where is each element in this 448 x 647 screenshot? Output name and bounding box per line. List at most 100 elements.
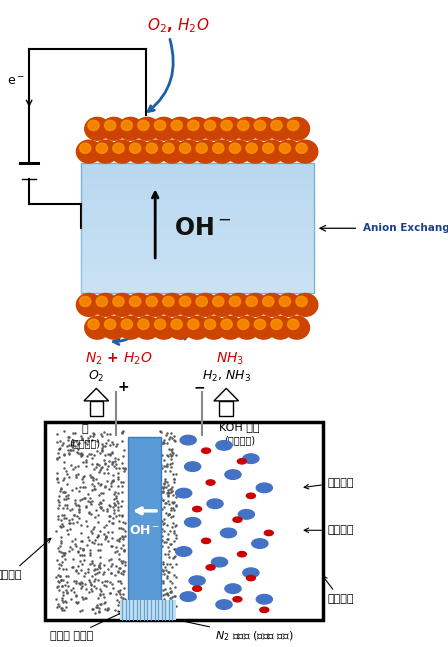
- Point: [157, 534, 164, 545]
- Point: [106, 588, 113, 598]
- Point: [167, 432, 174, 443]
- Point: [118, 501, 125, 512]
- Text: OH$^-$: OH$^-$: [129, 524, 160, 537]
- Point: [75, 505, 82, 515]
- Circle shape: [138, 120, 149, 131]
- Text: −: −: [194, 380, 205, 394]
- Circle shape: [237, 120, 249, 131]
- Point: [75, 500, 82, 510]
- Point: [59, 580, 66, 591]
- Point: [108, 459, 116, 469]
- Point: [118, 481, 125, 492]
- Point: [158, 427, 165, 437]
- Circle shape: [185, 117, 210, 140]
- Point: [77, 449, 84, 459]
- Point: [156, 426, 164, 436]
- Point: [164, 604, 171, 615]
- Circle shape: [206, 480, 215, 485]
- Point: [112, 547, 119, 558]
- Point: [157, 512, 164, 523]
- Point: [70, 587, 78, 597]
- Text: 환원전극: 환원전극: [323, 576, 353, 604]
- Point: [71, 510, 78, 521]
- Point: [109, 476, 116, 487]
- Point: [88, 586, 95, 596]
- Point: [159, 578, 167, 588]
- Point: [76, 486, 83, 496]
- Point: [162, 508, 169, 518]
- Text: $N_2$ 공급부 (다공성 금속): $N_2$ 공급부 (다공성 금속): [165, 616, 293, 643]
- Point: [58, 510, 65, 520]
- Point: [69, 445, 76, 455]
- Point: [53, 594, 60, 604]
- Point: [79, 543, 86, 554]
- Point: [168, 595, 175, 606]
- Point: [78, 450, 86, 460]
- Point: [101, 592, 108, 602]
- Point: [85, 507, 92, 518]
- Point: [65, 489, 72, 499]
- Point: [169, 598, 177, 609]
- Point: [160, 437, 167, 448]
- Point: [105, 604, 112, 615]
- Point: [166, 459, 173, 469]
- Point: [58, 484, 65, 494]
- Point: [163, 571, 170, 582]
- Circle shape: [138, 319, 149, 329]
- Point: [101, 457, 108, 468]
- Point: [69, 437, 76, 447]
- Point: [96, 545, 103, 555]
- Point: [75, 461, 82, 472]
- Point: [69, 441, 77, 451]
- Circle shape: [180, 435, 196, 445]
- Point: [62, 494, 69, 504]
- Point: [61, 605, 68, 615]
- Point: [164, 510, 172, 520]
- Point: [84, 436, 91, 446]
- Point: [74, 547, 82, 558]
- Point: [110, 498, 117, 508]
- Point: [166, 499, 173, 509]
- Point: [87, 499, 95, 509]
- Point: [116, 534, 123, 544]
- Point: [70, 575, 78, 586]
- Circle shape: [260, 607, 269, 613]
- Bar: [90, 401, 103, 416]
- Point: [95, 466, 102, 477]
- Circle shape: [188, 120, 199, 131]
- Circle shape: [237, 319, 249, 329]
- Circle shape: [110, 294, 135, 316]
- Point: [109, 502, 116, 512]
- Point: [91, 484, 98, 494]
- Point: [105, 456, 112, 466]
- Point: [88, 584, 95, 595]
- Point: [54, 454, 61, 464]
- Point: [97, 502, 104, 512]
- Point: [54, 542, 61, 553]
- Point: [159, 463, 166, 473]
- Point: [112, 492, 120, 503]
- Circle shape: [243, 294, 268, 316]
- Point: [56, 540, 64, 551]
- Point: [160, 519, 167, 529]
- Circle shape: [271, 319, 282, 329]
- Point: [64, 503, 71, 514]
- Point: [112, 561, 120, 571]
- Point: [105, 511, 112, 521]
- Point: [169, 511, 177, 521]
- Circle shape: [246, 143, 257, 153]
- Point: [111, 488, 118, 499]
- Point: [112, 499, 119, 510]
- Point: [53, 428, 60, 439]
- Point: [96, 448, 103, 458]
- Circle shape: [234, 117, 259, 140]
- Point: [157, 439, 164, 449]
- Circle shape: [121, 120, 133, 131]
- Point: [61, 554, 69, 564]
- Point: [166, 488, 173, 498]
- Circle shape: [233, 597, 242, 602]
- Point: [95, 531, 102, 542]
- Point: [109, 518, 116, 528]
- Point: [156, 608, 164, 618]
- Bar: [81, 263, 314, 267]
